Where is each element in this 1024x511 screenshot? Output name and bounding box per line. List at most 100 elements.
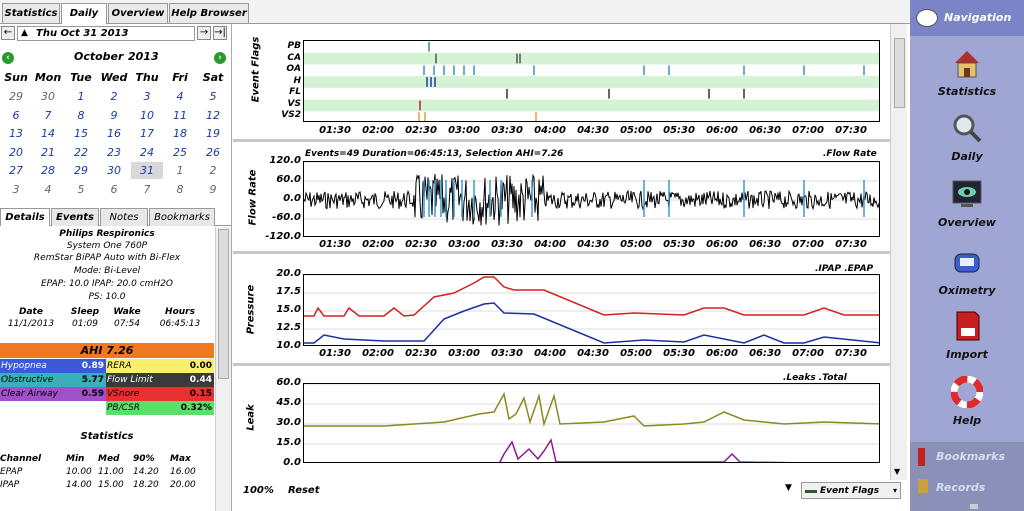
nav-help[interactable]: Help [910, 375, 1024, 427]
stat-header-channel: Channel [0, 454, 42, 464]
calendar-day[interactable]: 29 [74, 164, 88, 177]
calendar-day[interactable]: 18 [173, 127, 187, 140]
leak-plot[interactable] [303, 383, 880, 463]
tab-daily[interactable]: Daily [61, 3, 107, 25]
calendar-day[interactable]: 19 [206, 127, 220, 140]
event-flags-plot[interactable] [303, 40, 880, 122]
calendar-day[interactable]: 17 [140, 127, 154, 140]
ahi-clear-airway: Clear Airway 0.59 [0, 387, 106, 401]
calendar-day[interactable]: 1 [77, 90, 85, 103]
nav-bookmarks[interactable]: Bookmarks [936, 450, 1005, 463]
calendar-day[interactable]: 30 [41, 90, 55, 103]
calendar-day[interactable]: 14 [41, 127, 55, 140]
details-scrollbar-thumb[interactable] [218, 229, 229, 379]
nav-statistics[interactable]: Statistics [910, 47, 1024, 98]
x-tick-label: 02:30 [405, 125, 437, 136]
nav-daily[interactable]: Daily [910, 112, 1024, 163]
legend-swatch-icon [805, 490, 817, 493]
calendar-day[interactable]: 26 [206, 145, 220, 159]
tab-details[interactable]: Details [0, 208, 50, 226]
calendar-day[interactable]: 22 [74, 145, 88, 159]
leaks-line [304, 391, 879, 427]
stat-header-max: Max [170, 454, 191, 464]
calendar-day[interactable]: 29 [9, 90, 23, 103]
calendar-day[interactable]: 2 [209, 164, 217, 177]
event-flag-row-label: FL [289, 87, 301, 97]
flow-rate-plot[interactable] [303, 161, 880, 237]
graph-scrollbar-thumb[interactable] [894, 38, 905, 108]
next-day-button[interactable]: → [197, 26, 211, 40]
calendar-day[interactable]: 12 [206, 108, 220, 122]
scroll-down-icon[interactable]: ▼ [894, 467, 901, 476]
calendar-day[interactable]: 24 [140, 145, 154, 159]
calendar-day[interactable]: 28 [41, 164, 55, 177]
calendar-day[interactable]: 3 [143, 90, 151, 103]
nav-oximetry[interactable]: Oximetry [910, 246, 1024, 297]
calendar-day[interactable]: 5 [77, 182, 85, 196]
calendar-day[interactable]: 8 [176, 182, 184, 196]
calendar-day[interactable]: 23 [107, 145, 121, 159]
event-flag-row-label: VS [287, 98, 301, 109]
calendar-day[interactable]: 4 [176, 90, 184, 103]
pressure-plot[interactable] [303, 274, 880, 346]
pressure-y-tick: 12.5 [276, 322, 301, 333]
flow_rate-y-tick: 0.0 [283, 193, 301, 204]
event-flags-dropdown[interactable]: Event Flags ▾ [801, 482, 901, 499]
eye-monitor-icon [952, 180, 982, 207]
nav-import[interactable]: Import [910, 310, 1024, 361]
calendar-day[interactable]: 6 [12, 108, 20, 122]
calendar-day[interactable]: 7 [143, 182, 151, 196]
weekday-sun: Sun [4, 71, 28, 84]
navigation-title: Navigation [944, 11, 1012, 24]
calendar-day[interactable]: 21 [41, 145, 55, 159]
ahi-hypopnea: Hypopnea 0.89 [0, 359, 106, 373]
calendar-day[interactable]: 1 [176, 164, 184, 177]
tab-events[interactable]: Events [51, 208, 99, 226]
calendar-day[interactable]: 30 [107, 164, 121, 177]
reset-button[interactable]: Reset [288, 485, 320, 496]
details-scrollbar[interactable] [215, 227, 231, 511]
graph-scrollbar[interactable]: ▼ [890, 24, 907, 480]
calendar-day[interactable]: 10 [140, 108, 154, 122]
weekday-sat: Sat [202, 71, 224, 84]
calendar-day[interactable]: 6 [110, 182, 118, 196]
flow_rate-y-tick: 120.0 [269, 155, 301, 166]
calendar-day[interactable]: 11 [173, 108, 187, 122]
calendar-year[interactable]: 2013 [128, 50, 159, 63]
session-wake: 07:54 [114, 319, 140, 329]
tab-notes[interactable]: Notes [100, 208, 148, 226]
tab-statistics[interactable]: Statistics [2, 3, 60, 23]
calendar-day[interactable]: 5 [209, 90, 217, 103]
nav-overview[interactable]: Overview [910, 178, 1024, 229]
x-tick-label: 05:30 [663, 348, 695, 359]
calendar-month[interactable]: October [74, 50, 124, 63]
calendar-day[interactable]: 4 [44, 182, 52, 196]
calendar-day[interactable]: 16 [107, 127, 121, 140]
calendar-day[interactable]: 27 [9, 164, 23, 177]
last-day-button[interactable]: →| [213, 26, 227, 40]
dropdown-arrow-icon[interactable]: ▼ [785, 483, 792, 493]
tab-overview[interactable]: Overview [108, 3, 168, 23]
calendar-day[interactable]: 3 [12, 182, 20, 196]
calendar-day[interactable]: 25 [173, 145, 187, 159]
calendar-day[interactable]: 2 [110, 90, 118, 103]
calendar-day[interactable]: 9 [110, 108, 118, 122]
date-picker[interactable]: ▲ Thu Oct 31 2013 [17, 26, 195, 41]
prev-day-button[interactable]: ← [1, 26, 15, 40]
nav-records[interactable]: Records [936, 481, 986, 494]
prev-month-icon[interactable]: ‹ [2, 52, 14, 64]
tab-help-browser[interactable]: Help Browser [169, 3, 249, 23]
calendar-day[interactable]: 8 [77, 108, 85, 122]
calendar-day[interactable]: 9 [209, 182, 217, 196]
ahi-flow-limit: Flow Limit 0.44 [106, 373, 214, 387]
calendar-day[interactable]: 31 [131, 162, 163, 179]
calendar-day[interactable]: 15 [74, 127, 88, 140]
tab-bookmarks[interactable]: Bookmarks [149, 208, 215, 226]
calendar-day[interactable]: 20 [9, 145, 23, 159]
next-month-icon[interactable]: › [214, 52, 226, 64]
x-tick-label: 02:00 [362, 239, 394, 250]
calendar-day[interactable]: 13 [9, 127, 23, 140]
ahi-vsnore: VSnore 0.15 [106, 387, 214, 401]
calendar-day[interactable]: 7 [44, 108, 52, 122]
pressure-y-tick: 17.5 [276, 286, 301, 297]
